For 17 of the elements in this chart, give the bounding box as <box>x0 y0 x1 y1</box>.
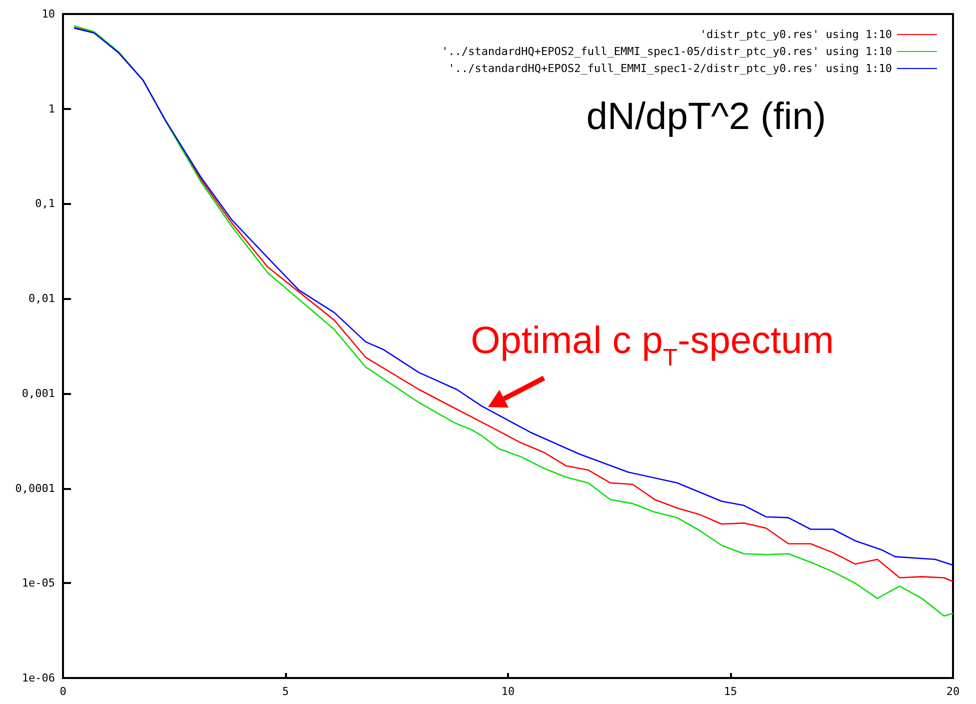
y-tick-label: 0,001 <box>22 386 55 400</box>
legend-label: '../standardHQ+EPOS2_full_EMMI_spec1-2/distr_ptc_y0.res' using 1:10 <box>448 62 892 75</box>
y-tick-label: 1e-06 <box>22 672 55 684</box>
y-tick-label: 10 <box>42 8 55 20</box>
legend-label: 'distr_ptc_y0.res' using 1:10 <box>700 28 892 41</box>
legend-label: '../standardHQ+EPOS2_full_EMMI_spec1-05/distr_ptc_y0.res' using 1:10 <box>442 45 892 58</box>
x-tick-label: 10 <box>501 685 515 698</box>
x-tick-label: 0 <box>60 685 66 698</box>
y-tick-label: 0,1 <box>35 197 55 210</box>
x-tick-label: 5 <box>282 685 289 698</box>
y-tick-label: 0,01 <box>28 292 55 306</box>
annotation: dN/dpT^2 (fin) <box>586 96 826 138</box>
y-tick-label: 0,0001 <box>15 482 55 495</box>
y-tick-label: 1e-05 <box>22 576 55 590</box>
y-tick-label: 1 <box>48 102 55 116</box>
x-tick-label: 15 <box>724 685 738 698</box>
x-tick-label: 20 <box>946 685 960 698</box>
